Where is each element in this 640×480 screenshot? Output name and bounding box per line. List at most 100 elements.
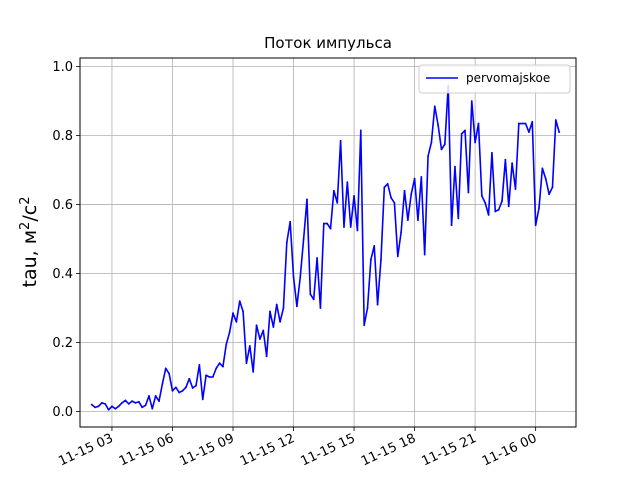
data-point [238,300,241,303]
data-point [208,376,211,378]
x-tick-label: 11-15 06 [117,431,176,469]
data-point [259,338,261,340]
data-point [437,124,440,127]
data-point [215,367,218,370]
data-point [531,120,534,123]
data-point [201,398,204,401]
data-point [289,220,292,223]
data-point [491,151,493,154]
data-point [198,364,201,366]
data-point [511,162,514,165]
data-point [205,374,208,377]
y-tick-label: 0.2 [52,336,73,351]
data-point [148,395,150,397]
y-axis-label-group: tau, м2/с2 [18,197,41,288]
y-axis-label-mid: /с [19,205,41,222]
data-point [127,402,130,405]
data-point [430,141,433,144]
data-point [285,241,288,244]
data-point [275,303,278,306]
data-point [282,307,285,309]
series-line-pervomajskoe [91,84,560,411]
data-point [222,365,224,368]
data-point [517,122,520,125]
data-point [168,372,171,375]
x-tick-label: 11-15 18 [359,431,418,469]
data-point [403,189,406,192]
data-point [440,148,443,151]
data-point [417,219,419,221]
data-point [400,231,403,234]
data-point [454,165,456,168]
y-axis-label-sup2: 2 [18,197,33,205]
data-point [427,155,429,158]
x-tick-label: 11-15 03 [56,431,115,469]
data-point [269,310,271,313]
data-point [151,407,154,410]
data-point [114,407,117,410]
data-point [376,303,379,306]
data-point [302,238,305,240]
data-point [457,217,460,220]
data-point [191,387,194,389]
data-point [390,196,392,199]
y-tick-label: 1.0 [52,60,73,75]
data-point [346,181,349,184]
data-point [460,132,463,135]
data-point [245,362,248,365]
data-point [329,227,332,230]
data-point [171,389,174,392]
data-point [292,276,295,278]
data-point [528,131,530,134]
data-point [470,100,473,103]
data-point [410,193,413,196]
data-point [554,119,557,121]
data-point [185,386,187,389]
data-point [507,205,510,208]
data-point [174,386,177,389]
data-point [211,376,214,378]
data-point [464,129,466,132]
data-point [497,208,500,211]
data-point [137,400,140,403]
data-point [111,405,113,408]
data-point [121,401,123,404]
data-point [383,186,386,189]
data-point [255,324,258,327]
data-point [141,406,144,409]
data-point [494,210,497,213]
data-point [406,219,409,221]
x-tick-label: 11-16 00 [480,431,539,469]
data-point [326,222,329,225]
data-point [134,401,137,404]
data-point [359,129,362,132]
data-point [97,405,100,408]
data-point [104,402,107,405]
data-point [195,384,197,387]
data-point [356,229,359,232]
data-point [420,176,423,178]
data-point [423,253,426,256]
data-point [124,399,127,402]
data-point [558,131,561,134]
data-point [521,122,524,125]
y-axis-label: tau, м2/с2 [18,197,41,288]
data-point [154,395,157,397]
data-point [339,139,342,142]
legend-box [418,64,571,94]
data-point [443,143,446,146]
data-point [373,245,376,247]
data-point [181,389,184,392]
legend-label: pervomajskoe [466,71,550,85]
data-point [450,224,453,227]
data-point [363,324,366,327]
x-tick-label: 11-15 21 [419,431,478,469]
y-axis-label-main: tau, м [19,230,41,288]
data-point [161,382,164,385]
plot-frame [79,57,577,428]
data-point [164,367,167,370]
data-point [225,343,228,346]
data-point [295,305,298,308]
data-point [501,200,503,203]
